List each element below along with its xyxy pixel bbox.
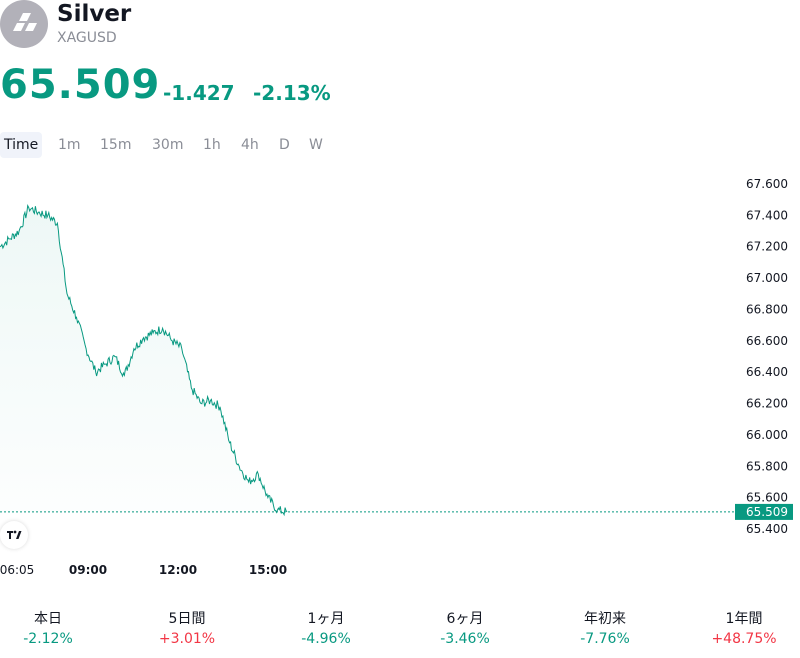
y-tick-label: 67.000 xyxy=(746,271,788,285)
last-price-badge xyxy=(735,503,793,520)
y-tick-label: 66.600 xyxy=(746,334,788,348)
y-tick-label: 65.400 xyxy=(746,522,788,536)
perf-value: -4.96% xyxy=(301,631,351,647)
perf-value: +3.01% xyxy=(158,631,216,647)
header: Silver XAGUSD xyxy=(0,0,800,52)
quote-row: 65.509 -1.427 -2.13% xyxy=(0,62,800,110)
last-price: 65.509 xyxy=(0,62,161,108)
x-tick-label: 06:05 xyxy=(0,563,34,577)
y-tick-label: 67.200 xyxy=(746,240,788,254)
perf-label: 年初来 xyxy=(584,611,626,627)
price-line xyxy=(0,203,288,517)
symbol-ticker: XAGUSD xyxy=(57,30,117,46)
tradingview-logo-icon[interactable] xyxy=(0,521,28,549)
price-change-percent: -2.13% xyxy=(253,81,331,105)
perf-label: 5日間 xyxy=(168,611,206,627)
tab-15m[interactable]: 15m xyxy=(100,137,132,153)
x-tick-label: 15:00 xyxy=(249,563,287,577)
tab-1m[interactable]: 1m xyxy=(58,137,81,153)
price-chart[interactable]: 67.600 67.400 67.200 67.000 66.800 66.600 66.4… xyxy=(0,170,800,590)
symbol-title: Silver xyxy=(57,1,132,27)
y-tick-label: 66.000 xyxy=(746,428,788,442)
perf-value: -3.46% xyxy=(440,631,490,647)
y-tick-label: 65.800 xyxy=(746,459,788,473)
x-tick-label: 12:00 xyxy=(159,563,197,577)
perf-label: 1年間 xyxy=(725,611,763,627)
y-tick-label: 66.800 xyxy=(746,302,788,316)
y-tick-label: 66.400 xyxy=(746,365,788,379)
perf-item-1y[interactable]: 1年間 +48.75% xyxy=(694,608,794,648)
silver-bars-icon xyxy=(0,0,48,48)
perf-item-1m[interactable]: 1ヶ月 -4.96% xyxy=(276,608,376,648)
tab-30m[interactable]: 30m xyxy=(152,137,184,153)
price-change: -1.427 xyxy=(163,81,235,105)
tab-w[interactable]: W xyxy=(309,137,323,153)
tab-time[interactable]: Time xyxy=(0,132,43,158)
price-chart-svg: 67.600 67.400 67.200 67.000 66.800 66.600 66.4… xyxy=(0,177,793,577)
perf-label: 本日 xyxy=(34,611,62,627)
tab-d[interactable]: D xyxy=(279,137,290,153)
perf-item-5d[interactable]: 5日間 +3.01% xyxy=(137,608,237,648)
performance-strip: 本日 -2.12% 5日間 +3.01% 1ヶ月 -4.96% 6ヶ月 -3.4… xyxy=(0,608,800,653)
x-tick-label: 09:00 xyxy=(69,563,107,577)
tab-4h[interactable]: 4h xyxy=(241,137,259,153)
y-tick-label: 67.600 xyxy=(746,177,788,191)
y-tick-label: 67.400 xyxy=(746,208,788,222)
perf-item-6m[interactable]: 6ヶ月 -3.46% xyxy=(415,608,515,648)
y-tick-label: 66.200 xyxy=(746,397,788,411)
y-tick-label: 65.600 xyxy=(746,491,788,505)
perf-label: 6ヶ月 xyxy=(446,611,484,627)
price-area-fill xyxy=(0,205,287,515)
perf-value: +48.75% xyxy=(711,631,777,647)
perf-value: -2.12% xyxy=(23,631,73,647)
perf-item-today[interactable]: 本日 -2.12% xyxy=(0,608,98,648)
tab-1h[interactable]: 1h xyxy=(203,137,221,153)
perf-label: 1ヶ月 xyxy=(307,611,345,627)
perf-value: -7.76% xyxy=(580,631,630,647)
perf-item-ytd[interactable]: 年初来 -7.76% xyxy=(555,608,655,648)
last-price-badge-label: 65.509 xyxy=(746,505,788,519)
